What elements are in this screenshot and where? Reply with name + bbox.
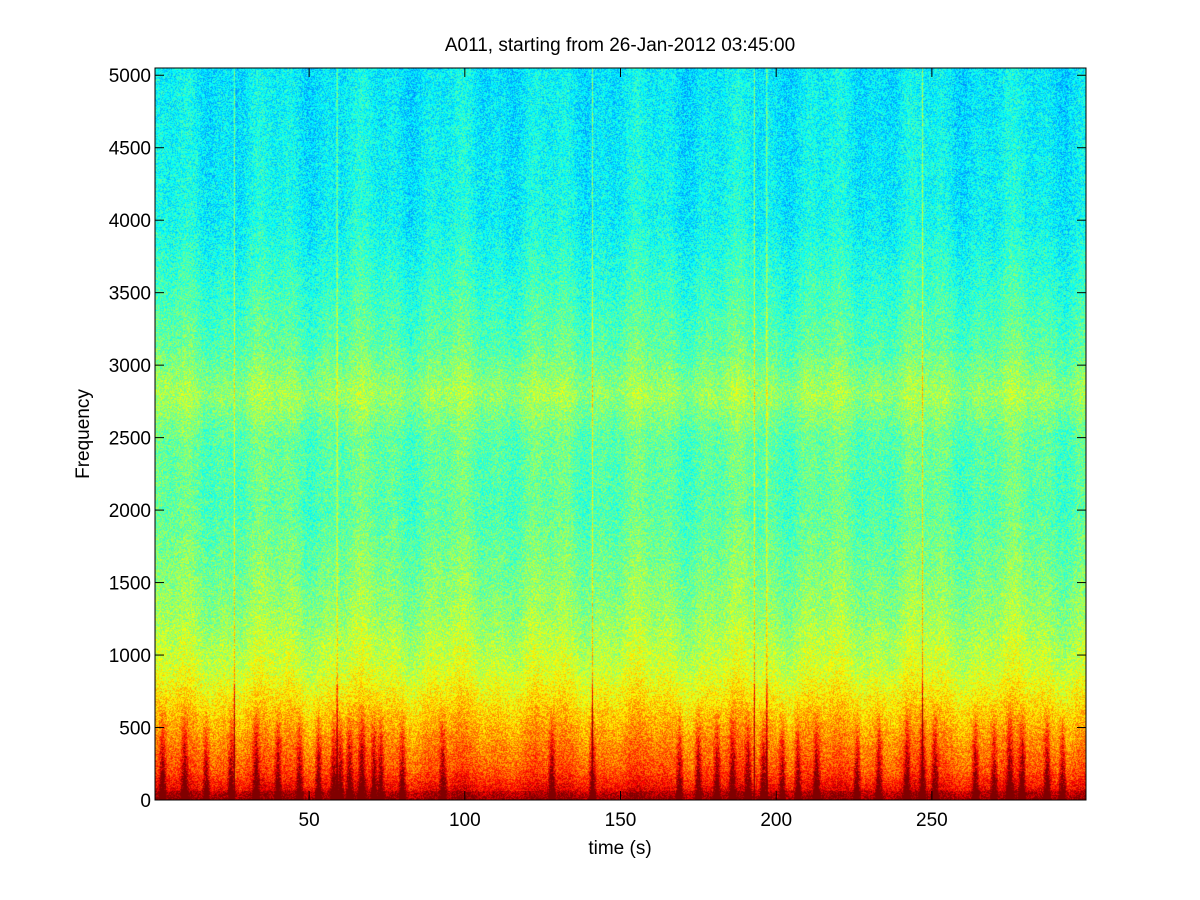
y-tick-label: 2500 bbox=[109, 429, 151, 450]
y-tick-label: 3000 bbox=[109, 356, 151, 377]
y-tick-label: 500 bbox=[119, 719, 151, 740]
x-tick-label: 50 bbox=[299, 810, 320, 831]
spectrogram-image bbox=[155, 68, 1086, 800]
x-axis-label: time (s) bbox=[588, 838, 651, 859]
y-tick-label: 1000 bbox=[109, 646, 151, 667]
x-axis: 50 100 150 200 250 bbox=[299, 68, 948, 831]
y-tick-label: 4000 bbox=[109, 211, 151, 232]
x-tick-label: 250 bbox=[916, 810, 948, 831]
y-tick-label: 5000 bbox=[109, 66, 151, 87]
x-tick-label: 150 bbox=[605, 810, 637, 831]
y-tick-label: 0 bbox=[140, 791, 151, 812]
plot-area bbox=[155, 68, 1086, 800]
y-axis-label: Frequency bbox=[73, 389, 94, 479]
y-tick-label: 1500 bbox=[109, 574, 151, 595]
y-tick-label: 4500 bbox=[109, 139, 151, 160]
y-tick-label: 3500 bbox=[109, 284, 151, 305]
x-tick-label: 200 bbox=[760, 810, 792, 831]
y-tick-label: 2000 bbox=[109, 501, 151, 522]
y-axis: 0 500 1000 1500 2000 2500 3000 3500 4000 4500 5000 bbox=[109, 66, 1086, 812]
chart-title: A011, starting from 26-Jan-2012 03:45:00 bbox=[445, 35, 795, 56]
x-tick-label: 100 bbox=[449, 810, 481, 831]
